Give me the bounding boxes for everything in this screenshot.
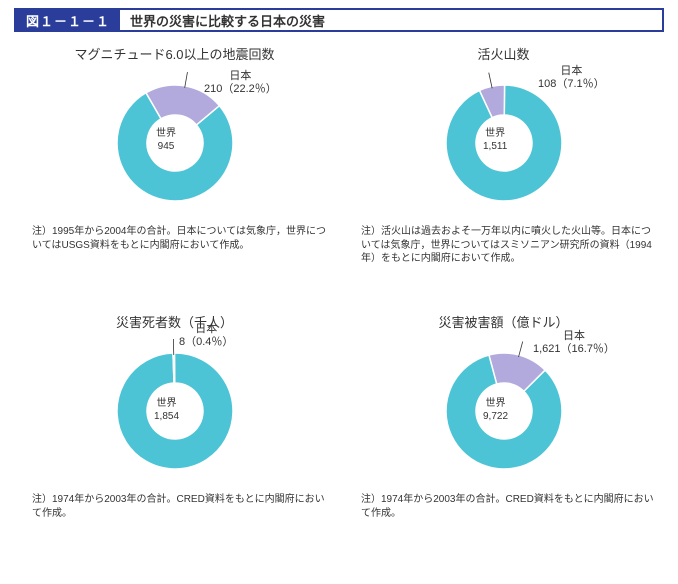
chart-title: 活火山数 (349, 44, 658, 63)
panel-note: 注）1974年から2003年の合計。CRED資料をもとに内閣府において作成。 (349, 493, 658, 520)
panel-1: 活火山数日本108（7.1％） 世界1,511 注）活火山は過去およそ一万年以内に噴… (343, 40, 664, 302)
panel-note: 注）1974年から2003年の合計。CRED資料をもとに内閣府において作成。 (20, 493, 329, 520)
japan-label-name: 日本 (204, 70, 277, 83)
panel-3: 災害被害額（億ドル）日本1,621（16.7％） 世界9,722 注）1974年から… (343, 308, 664, 570)
japan-label-value: 210（22.2％） (204, 83, 277, 96)
japan-label-name: 日本 (538, 65, 605, 78)
world-label-value: 9,722 (483, 411, 508, 424)
japan-label: 日本210（22.2％） (204, 70, 277, 96)
chart-grid: マグニチュード6.0以上の地震回数日本210（22.2％）世界945注）1995… (14, 40, 664, 570)
world-center-label: 世界1,511 (483, 128, 507, 153)
chart-title: 災害死者数（千人） (20, 312, 329, 331)
world-center-label: 世界9,722 (483, 398, 508, 423)
figure-title-bar: 図１－１－１ 世界の災害に比較する日本の災害 (14, 8, 664, 32)
panel-2: 災害死者数（千人）日本8（0.4％） 世界1,854 注）1974年から2003年の… (14, 308, 335, 570)
japan-label: 日本8（0.4％） (179, 323, 233, 349)
world-label-value: 1,511 (483, 141, 507, 154)
page: 図１－１－１ 世界の災害に比較する日本の災害 マグニチュード6.0以上の地震回数… (0, 0, 678, 584)
japan-label: 日本1,621（16.7％） (533, 330, 615, 356)
japan-label-name: 日本 (179, 323, 233, 336)
world-label-name: 世界 (483, 398, 508, 411)
figure-title: 世界の災害に比較する日本の災害 (120, 10, 325, 30)
japan-label-name: 日本 (533, 330, 615, 343)
world-label-name: 世界 (154, 398, 179, 411)
japan-label: 日本108（7.1％） (538, 65, 605, 91)
chart-title: マグニチュード6.0以上の地震回数 (20, 44, 329, 63)
japan-label-value: 108（7.1％） (538, 78, 605, 91)
slice-japan (172, 353, 174, 383)
world-label-value: 945 (156, 141, 176, 154)
panel-note: 注）活火山は過去およそ一万年以内に噴火した火山等。日本については気象庁，世界につ… (349, 225, 658, 266)
world-center-label: 世界945 (156, 128, 176, 153)
japan-label-value: 8（0.4％） (179, 336, 233, 349)
leader-line (518, 341, 522, 356)
world-label-name: 世界 (483, 128, 507, 141)
chart-title: 災害被害額（億ドル） (349, 312, 658, 331)
world-label-name: 世界 (156, 128, 176, 141)
figure-number: 図１－１－１ (16, 10, 120, 30)
world-center-label: 世界1,854 (154, 398, 179, 423)
panel-0: マグニチュード6.0以上の地震回数日本210（22.2％） 世界945 注）1995… (14, 40, 335, 302)
panel-note: 注）1995年から2004年の合計。日本については気象庁，世界についてはUSGS… (20, 225, 329, 252)
world-label-value: 1,854 (154, 411, 179, 424)
japan-label-value: 1,621（16.7％） (533, 343, 615, 356)
